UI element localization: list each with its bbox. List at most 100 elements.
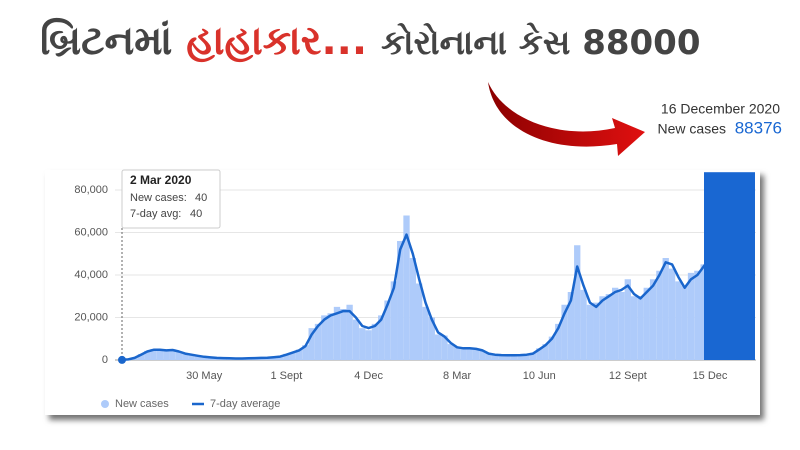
average-line: [121, 233, 712, 362]
y-tick-label: 0: [102, 354, 108, 366]
new-cases-bar: [150, 348, 157, 360]
new-cases-bar: [567, 292, 575, 360]
new-cases-bar: [384, 300, 391, 360]
new-cases-bar: [352, 319, 360, 360]
legend-label: New cases: [115, 398, 169, 410]
new-cases-bar: [378, 315, 385, 360]
new-cases-bar: [548, 336, 556, 360]
new-cases-bar: [314, 323, 322, 360]
headline-part: કોરોનાના કેસ 88000: [381, 23, 701, 63]
y-tick-label: 20,000: [74, 311, 108, 323]
new-cases-bar: [472, 349, 480, 360]
new-cases-bar: [687, 272, 695, 360]
new-cases-bar: [390, 281, 398, 360]
new-cases-bar: [656, 270, 663, 360]
x-tick-label: 15 Dec: [693, 370, 728, 382]
new-cases-bar: [359, 328, 366, 360]
x-tick-label: 8 Mar: [443, 370, 471, 382]
new-cases-bar: [201, 357, 208, 360]
y-tick-label: 80,000: [74, 184, 108, 196]
new-cases-bar: [346, 304, 353, 360]
tooltip-label: New cases:: [130, 192, 187, 204]
cursor-dot: [118, 355, 126, 364]
new-cases-bar: [580, 289, 587, 360]
highlight-bar: [704, 172, 755, 360]
new-cases-bar: [479, 350, 486, 360]
x-tick-label: 30 May: [186, 370, 223, 382]
new-cases-bar: [662, 258, 669, 360]
new-cases-bar: [333, 306, 341, 360]
new-cases-bar: [593, 302, 600, 360]
new-cases-bar: [542, 344, 549, 360]
x-tick-label: 10 Jun: [523, 370, 556, 382]
new-cases-bar: [182, 353, 189, 360]
new-cases-bar: [371, 323, 379, 360]
new-cases-bar: [276, 356, 284, 360]
tooltip-date: 2 Mar 2020: [130, 173, 192, 187]
new-cases-bar: [416, 283, 423, 360]
new-cases-bar: [599, 296, 606, 360]
new-cases-bar: [555, 323, 562, 360]
new-cases-bar: [156, 350, 164, 360]
x-tick-label: 1 Sept: [270, 370, 302, 382]
arrow: [488, 82, 645, 156]
new-cases-bar: [700, 264, 707, 360]
new-cases-bar: [409, 258, 416, 360]
new-cases-bar: [327, 313, 334, 360]
highlight-date: 16 December 2020: [661, 101, 780, 117]
new-cases-bar: [169, 349, 176, 360]
new-cases-bar: [308, 328, 315, 360]
new-cases-bar: [428, 317, 435, 360]
new-cases-bar: [137, 354, 145, 360]
highlight-value: 88376: [735, 118, 782, 137]
new-cases-bar: [510, 355, 518, 360]
new-cases-bar: [612, 287, 619, 360]
highlight-label: New cases: [658, 121, 726, 137]
legend-swatch: [101, 400, 109, 408]
new-cases-bar: [694, 270, 701, 360]
new-cases-bar: [643, 287, 650, 360]
new-cases-bar: [163, 351, 170, 360]
legend-label: 7-day average: [210, 398, 280, 410]
tooltip-value: 40: [195, 192, 207, 204]
new-cases-bar: [523, 354, 530, 360]
new-cases-bar: [504, 355, 511, 360]
new-cases-bar: [574, 245, 581, 360]
new-cases-bar: [624, 279, 631, 360]
new-cases-bar: [536, 348, 543, 360]
new-cases-bar: [529, 352, 537, 360]
new-cases-bar: [321, 315, 328, 360]
new-cases-bar: [283, 353, 290, 360]
tooltip: [121, 169, 221, 229]
new-cases-bar: [498, 354, 505, 360]
new-cases-bar: [675, 281, 682, 360]
new-cases-bar: [302, 345, 309, 360]
new-cases-bar: [194, 355, 202, 360]
new-cases-bar: [605, 294, 612, 360]
x-tick-label: 4 Dec: [354, 370, 383, 382]
new-cases-bar: [188, 355, 195, 360]
x-tick-label: 12 Sept: [609, 370, 647, 382]
new-cases-bar: [434, 334, 442, 360]
new-cases-bar: [340, 309, 347, 360]
new-cases-bar: [453, 346, 461, 360]
tooltip-label: 7-day avg:: [130, 208, 181, 220]
new-cases-bar: [441, 335, 448, 360]
new-cases-bar: [460, 348, 467, 360]
new-cases-bar: [397, 241, 404, 360]
new-cases-bar: [144, 350, 151, 360]
y-tick-label: 40,000: [74, 269, 108, 281]
new-cases-bar: [175, 351, 183, 360]
new-cases-bar: [491, 354, 499, 360]
new-cases-bar: [270, 357, 277, 360]
y-tick-label: 60,000: [74, 226, 108, 238]
new-cases-bar: [517, 355, 524, 360]
new-cases-bar: [295, 349, 303, 360]
headline-part: બ્રિટનમાં: [40, 18, 173, 64]
new-cases-bar: [466, 347, 473, 360]
new-cases-bar: [649, 279, 657, 360]
new-cases-bar: [561, 304, 568, 360]
new-cases-bar: [668, 268, 676, 360]
